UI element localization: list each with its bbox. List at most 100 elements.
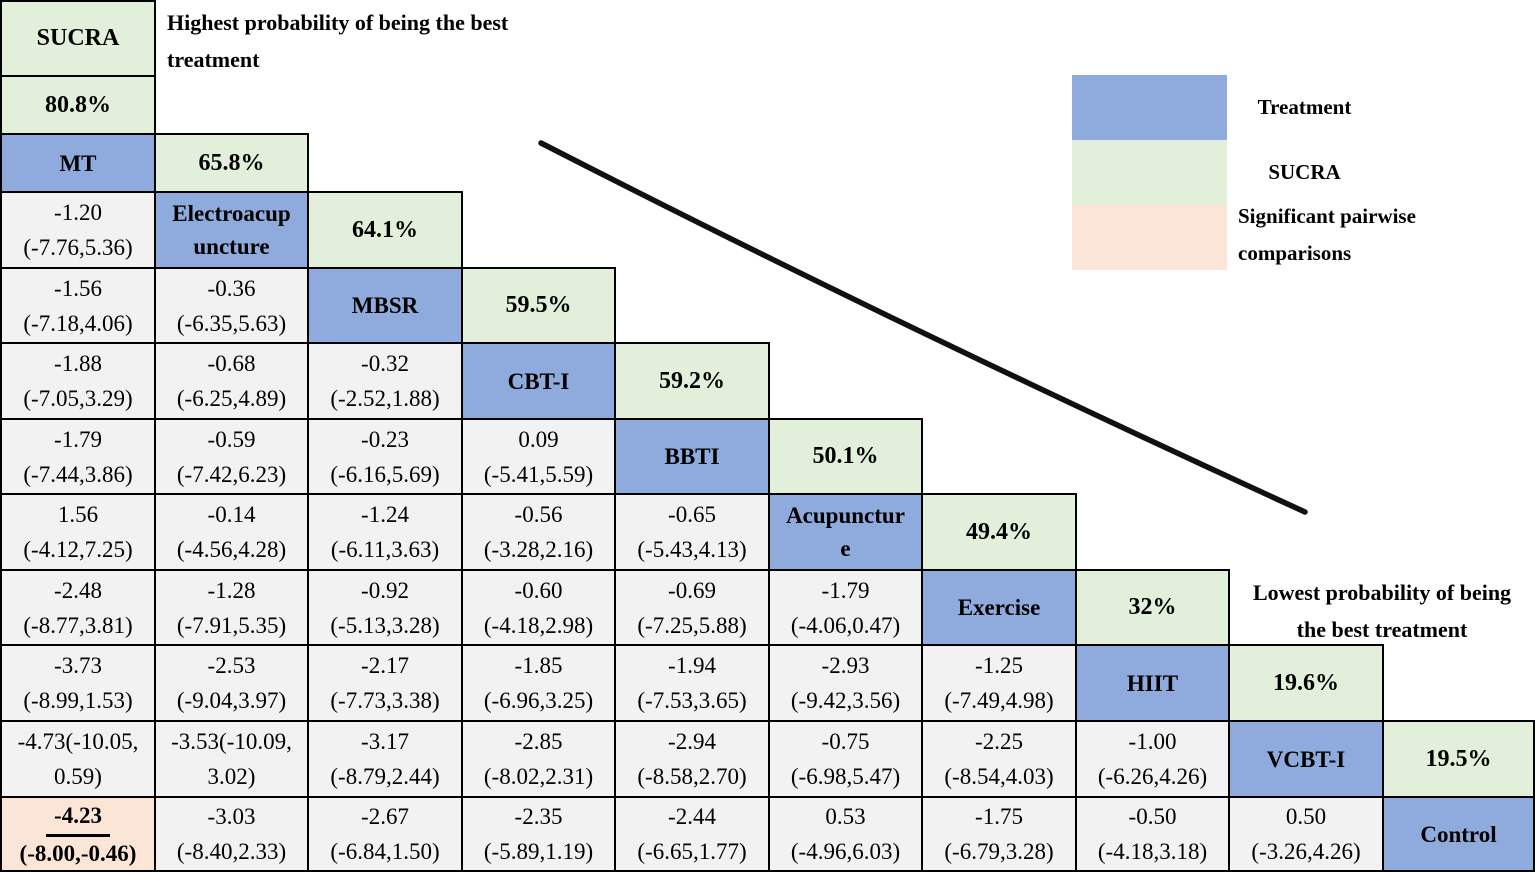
cell-text-line: (-7.42,6.23) — [176, 461, 287, 487]
cell-text-line: (-5.43,4.13) — [637, 537, 747, 562]
cell-text-line: -2.94 — [668, 729, 716, 754]
annotation-highest-probability: Highest probability of being the best tr… — [167, 4, 587, 78]
comparison-cell-hiit-vs-electroacupuncture: -2.53 (-9.04,3.97) — [154, 644, 309, 722]
comparison-cell-hiit-vs-cbt-i: -1.85 (-6.96,3.25) — [461, 644, 616, 722]
cell-text-line: -0.32 — [361, 351, 409, 376]
cell-text-line: -1.75 — [975, 804, 1023, 829]
cell-text-line: -1.88 — [54, 351, 102, 376]
cell-text-line: (-6.25,4.89) — [176, 386, 287, 411]
annotation-line: Lowest probability of being — [1252, 580, 1512, 605]
cell-text-line: (-6.98,5.47) — [790, 764, 901, 789]
comparison-cell-vcbt-i-vs-exercise: -2.25 (-8.54,4.03) — [921, 720, 1077, 798]
cell-text-line: MT — [59, 150, 97, 176]
comparison-cell-vcbt-i-vs-electroacupuncture: -3.53(-10.09, 3.02) — [154, 720, 309, 798]
cell-text-line: 0.59) — [54, 764, 102, 789]
cell-text-line: (-6.11,3.63) — [330, 537, 440, 562]
cell-text-line: (-8.40,2.33) — [176, 839, 287, 864]
comparison-cell-vcbt-i-vs-acupuncture: -0.75 (-6.98,5.47) — [768, 720, 923, 798]
comparison-cell-acupuncture-vs-cbt-i: -0.56 (-3.28,2.16) — [461, 493, 616, 571]
cell-text-line: (-4.18,2.98) — [483, 612, 594, 638]
cell-text-line: (-9.42,3.56) — [790, 688, 901, 713]
cell-text-line: -3.03 — [207, 804, 256, 829]
cell-text-line: (-6.35,5.63) — [176, 310, 287, 336]
cell-text-line: -0.59 — [207, 426, 256, 452]
cell-text-line: -2.35 — [514, 804, 563, 829]
annotation-lowest-probability: Lowest probability of being the best tre… — [1233, 574, 1531, 648]
cell-text-line: (-4.96,6.03) — [790, 839, 901, 864]
cell-text-line: e — [840, 536, 851, 561]
comparison-cell-hiit-vs-mt: -3.73 (-8.99,1.53) — [0, 644, 156, 722]
cell-text-line: (-6.84,1.50) — [330, 839, 440, 864]
cell-text-line: (-8.54,4.03) — [944, 764, 1054, 789]
cell-text-line: 19.6% — [1273, 669, 1339, 696]
cell-text-line: BBTI — [664, 444, 720, 469]
cell-text-line: (-7.44,3.86) — [23, 461, 133, 487]
cell-text-line: MBSR — [351, 293, 419, 318]
cell-text-line: -4.23 — [46, 799, 110, 837]
cell-text-line: 1.56 — [57, 502, 99, 527]
comparison-cell-control-vs-acupuncture: 0.53 (-4.96,6.03) — [768, 796, 923, 872]
comparison-cell-hiit-vs-acupuncture: -2.93 (-9.42,3.56) — [768, 644, 923, 722]
cell-text-line: (-5.89,1.19) — [483, 839, 594, 864]
cell-text-line: (-8.77,3.81) — [23, 612, 133, 638]
comparison-cell-control-vs-cbt-i: -2.35 (-5.89,1.19) — [461, 796, 616, 872]
cell-text-line: CBT-I — [507, 368, 570, 394]
cell-text-line: 49.4% — [966, 518, 1032, 545]
cell-text-line: Exercise — [957, 595, 1041, 620]
cell-text-line: -0.69 — [668, 577, 716, 603]
cell-text-line: SUCRA — [36, 25, 120, 51]
treatment-cell-mbsr: MBSR — [307, 267, 463, 344]
cell-text-line: -0.14 — [207, 502, 256, 527]
cell-text-line: (-6.79,3.28) — [944, 839, 1054, 864]
comparison-cell-exercise-vs-acupuncture: -1.79 (-4.06,0.47) — [768, 569, 923, 646]
comparison-cell-control-vs-hiit: -0.50 (-4.18,3.18) — [1075, 796, 1230, 872]
cell-text-line: 80.8% — [45, 91, 111, 118]
cell-text-line: (-6.16,5.69) — [330, 461, 440, 487]
cell-text-line: (-6.96,3.25) — [483, 688, 594, 713]
cell-text-line: (-7.73,3.38) — [330, 688, 440, 713]
comparison-cell-cbt-i-vs-electroacupuncture: -0.68 (-6.25,4.89) — [154, 342, 309, 420]
cell-text-line: -1.24 — [361, 502, 409, 527]
cell-text-line: -2.48 — [54, 577, 102, 603]
cell-text-line: -0.23 — [361, 426, 409, 452]
comparison-cell-acupuncture-vs-bbti: -0.65 (-5.43,4.13) — [614, 493, 770, 571]
cell-text-line: -0.56 — [514, 502, 563, 527]
cell-text-line: uncture — [193, 234, 270, 259]
cell-text-line: (-3.28,2.16) — [483, 537, 594, 562]
cell-text-line: (-3.26,4.26) — [1251, 839, 1361, 864]
sucra-cell-exercise: 49.4% — [921, 493, 1077, 571]
cell-text-line: 0.09 — [518, 426, 559, 452]
comparison-cell-hiit-vs-mbsr: -2.17 (-7.73,3.38) — [307, 644, 463, 722]
comparison-cell-vcbt-i-vs-cbt-i: -2.85 (-8.02,2.31) — [461, 720, 616, 798]
sucra-cell-bbti: 59.2% — [614, 342, 770, 420]
cell-text-line: -1.20 — [54, 200, 102, 225]
comparison-cell-control-vs-exercise: -1.75 (-6.79,3.28) — [921, 796, 1077, 872]
legend-label-sucra: SUCRA — [1268, 160, 1341, 184]
cell-text-line: 0.53 — [825, 804, 866, 829]
sucra-cell-cbt-i: 59.5% — [461, 267, 616, 344]
cell-text-line: Control — [1420, 821, 1497, 847]
cell-text-line: -1.79 — [54, 426, 102, 452]
treatment-cell-exercise: Exercise — [921, 569, 1077, 646]
annotation-line: Highest probability of being the best — [167, 10, 509, 35]
treatment-cell-acupuncture: Acupunctur e — [768, 493, 923, 571]
comparison-cell-bbti-vs-cbt-i: 0.09 (-5.41,5.59) — [461, 418, 616, 495]
cell-text-line: -1.56 — [54, 275, 102, 301]
cell-text-line: (-4.18,3.18) — [1097, 839, 1208, 864]
cell-text-line: -1.00 — [1128, 729, 1177, 754]
sucra-cell-mbsr: 64.1% — [307, 191, 463, 269]
cell-text-line: (-7.25,5.88) — [637, 612, 747, 638]
cell-text-line: 0.50 — [1285, 804, 1327, 829]
cell-text-line: (-8.58,2.70) — [637, 764, 747, 789]
cell-text-line: -3.17 — [361, 729, 409, 754]
comparison-cell-vcbt-i-vs-bbti: -2.94 (-8.58,2.70) — [614, 720, 770, 798]
comparison-cell-hiit-vs-bbti: -1.94 (-7.53,3.65) — [614, 644, 770, 722]
annotation-line: treatment — [167, 47, 260, 72]
treatment-cell-bbti: BBTI — [614, 418, 770, 495]
cell-text-line: -0.92 — [361, 577, 409, 603]
comparison-cell-electroacupuncture-vs-mt: -1.20 (-7.76,5.36) — [0, 191, 156, 269]
cell-text-line: (-7.49,4.98) — [944, 688, 1054, 713]
underlined-estimate: -4.23 — [46, 799, 110, 837]
cell-text-line: (-8.00,-0.46) — [19, 840, 137, 866]
comparison-cell-exercise-vs-mt: -2.48 (-8.77,3.81) — [0, 569, 156, 646]
